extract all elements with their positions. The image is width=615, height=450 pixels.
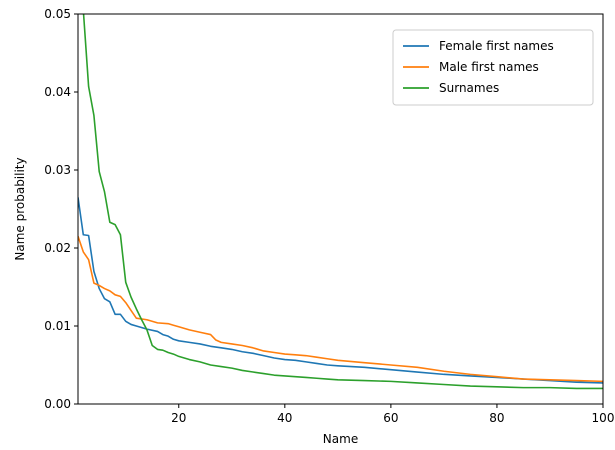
x-axis-label: Name (323, 432, 358, 446)
y-tick-label: 0.03 (44, 163, 71, 177)
series-layer (78, 14, 603, 390)
legend-label: Surnames (439, 81, 499, 95)
legend-label: Female first names (439, 39, 554, 53)
x-tick-label: 100 (592, 411, 615, 425)
plot-frame (77, 13, 604, 405)
y-tick-label: 0.01 (44, 319, 71, 333)
y-tick-label: 0.02 (44, 241, 71, 255)
legend-box (392, 29, 594, 106)
legend-label: Male first names (439, 60, 539, 74)
legend: Female first names Male first names Surnam… (392, 29, 594, 106)
x-axis-ticks: 20 40 60 80 100 (171, 404, 614, 425)
series-line-3 (82, 14, 603, 390)
x-tick-label: 80 (489, 411, 504, 425)
x-tick-label: 60 (383, 411, 398, 425)
y-axis-ticks: 0.00 0.01 0.02 0.03 0.04 0.05 (44, 7, 78, 411)
x-tick-label: 20 (171, 411, 186, 425)
series-line-2 (78, 236, 603, 383)
y-axis-label: Name probability (13, 157, 27, 260)
series-line-1 (78, 197, 603, 384)
y-tick-label: 0.00 (44, 397, 71, 411)
y-tick-label: 0.05 (44, 7, 71, 21)
y-tick-label: 0.04 (44, 85, 71, 99)
x-tick-label: 40 (277, 411, 292, 425)
